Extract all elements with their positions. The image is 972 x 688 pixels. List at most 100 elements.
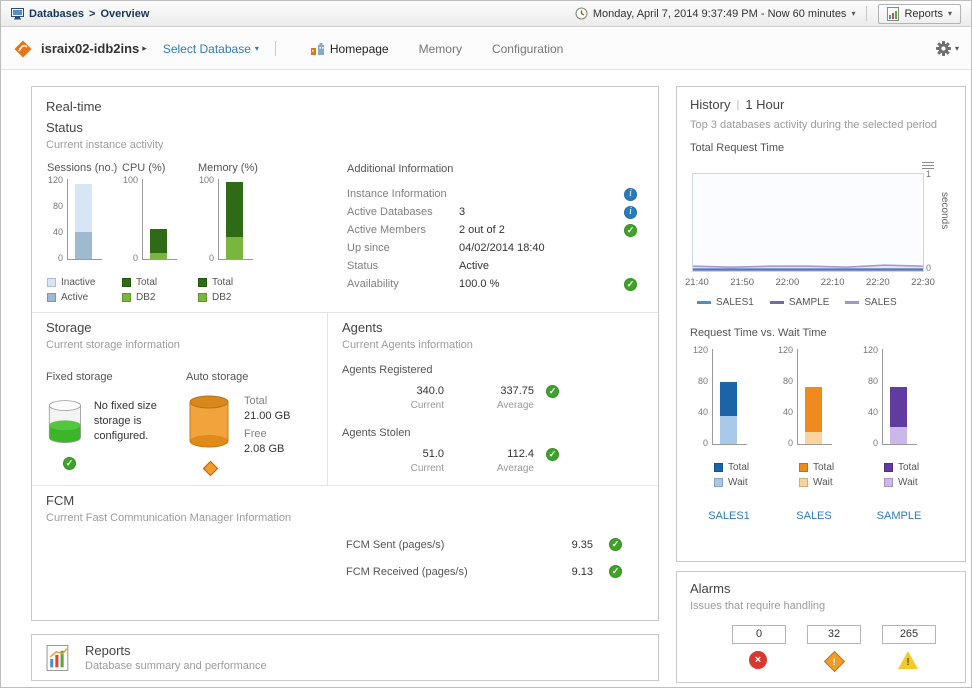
legend-line-swatch [697,301,711,304]
legend-swatch [714,463,723,472]
fcm-row: FCM Received (pages/s) 9.13 ✓ [346,565,622,578]
legend-label: Inactive [61,277,96,288]
stacked-bar [890,349,907,444]
info-icon[interactable]: i [624,187,637,201]
major-alarm-diamond-icon[interactable]: ! [823,650,846,673]
sales-bar-chart: 120 80 40 0 Total Wait [777,345,834,488]
tick-label: 0 [57,253,63,263]
chart-title: Memory (%) [198,162,258,174]
stacked-bar [150,179,167,259]
legend-label: Total [898,462,920,473]
warning-alarm-triangle-icon[interactable]: ! [898,651,918,669]
tick-label: 0 [872,438,878,448]
info-icon[interactable]: i [624,205,637,219]
auto-total-label: Total [244,395,268,407]
report-page-icon [887,6,900,21]
tick-label: 80 [52,201,63,211]
legend-label: DB2 [212,292,232,303]
registered-current-caption: Current [410,400,444,411]
legend-swatch [122,278,131,287]
plot-area [712,349,747,445]
warning-alarm-count[interactable]: 265 [882,625,936,644]
fcm-received-value: 9.13 [571,565,593,578]
bar-segment-db2 [226,236,243,259]
stolen-current-caption: Current [410,463,444,474]
database-link-sales[interactable]: SALES [796,510,832,522]
settings-menu[interactable]: ▾ [935,40,959,57]
tick-label: 120 [47,175,63,185]
alarms-title: Alarms [690,581,731,596]
legend-swatch [198,293,207,302]
legend-swatch [799,463,808,472]
status-subtitle: Current instance activity [46,139,164,151]
exclamation-glyph: ! [833,656,836,667]
top-bar: Databases > Overview Monday, April 7, 20… [1,1,971,27]
auto-storage-block: Auto storage Total 21.00 GB Free 2 [186,371,321,477]
x-tick: 22:00 [775,277,800,288]
database-link-sales1[interactable]: SALES1 [708,510,750,522]
major-alarm-count[interactable]: 32 [807,625,861,644]
legend-swatch [47,293,56,302]
bar-segment-db2 [150,252,167,259]
info-label: Availability [347,278,399,290]
select-database-label: Select Database [162,41,251,56]
title-separator: | [736,98,740,111]
storage-section: Storage Current storage information Fixe… [46,320,321,477]
line-chart-plot [692,173,924,272]
tick-label: 120 [692,345,708,355]
bar-segment-wait [720,416,737,444]
legend-label: Wait [898,477,918,488]
fixed-storage-cylinder-icon [48,400,81,443]
chart-menu-icon[interactable] [922,160,934,171]
agents-registered-values: 340.0 Current 337.75 Average ✓ [342,385,642,411]
history-range[interactable]: 1 Hour [745,97,785,112]
auto-storage-cylinder-icon [189,395,229,448]
tab-memory[interactable]: Memory [419,42,462,56]
agents-stolen-label: Agents Stolen [342,427,411,439]
fcm-subtitle: Current Fast Communication Manager Infor… [46,512,292,524]
section-divider [327,312,328,485]
info-value: 100.0 % [459,278,500,290]
fcm-sent-label: FCM Sent (pages/s) [346,538,445,551]
plot-area [797,349,832,445]
arrow-right-icon: ▸ [142,43,147,53]
info-value: 04/02/2014 18:40 [459,242,545,254]
info-label: Active Databases [347,206,433,218]
instance-name[interactable]: israix02-idb2ins [41,41,140,56]
tick-label: 0 [787,438,793,448]
critical-alarm-icon[interactable]: × [749,651,767,669]
x-axis-labels: 21:40 21:50 22:00 22:10 22:20 22:30 [685,277,935,288]
reports-shortcut-panel[interactable]: Reports Database summary and performance [31,634,659,681]
time-range-selector[interactable]: Monday, April 7, 2014 9:37:49 PM - Now 6… [575,7,855,20]
ok-status-icon: ✓ [624,277,637,291]
reports-button[interactable]: Reports ▾ [878,3,961,24]
gear-icon [936,41,951,56]
agents-subtitle: Current Agents information [342,339,473,351]
tab-configuration-label: Configuration [491,41,564,56]
time-range-label: Monday, April 7, 2014 9:37:49 PM - Now 6… [592,7,847,20]
info-row: Instance Information i [347,185,637,203]
reports-panel-subtitle: Database summary and performance [85,660,267,672]
chart-legend: Total DB2 [122,277,177,303]
x-tick: 21:40 [685,277,709,288]
agents-title: Agents [342,320,383,335]
tab-configuration[interactable]: Configuration [492,42,563,56]
y-axis-label: seconds [939,192,950,230]
ok-status-icon: ✓ [609,565,622,578]
realtime-title: Real-time [46,99,102,114]
chart-title: CPU (%) [122,162,166,174]
database-link-sample[interactable]: SAMPLE [876,510,922,522]
breadcrumb: Databases > Overview [11,7,149,20]
stacked-bar [226,179,243,259]
breadcrumb-section[interactable]: Databases [29,7,85,20]
fcm-title: FCM [46,493,75,508]
tick-label: 80 [697,376,708,386]
select-database-dropdown[interactable]: Select Database ▾ [163,42,259,56]
legend-label: Wait [728,477,748,488]
auto-free-label: Free [244,428,267,440]
plot-area [67,179,102,260]
info-label: Up since [347,242,390,254]
tab-homepage[interactable]: Homepage [310,42,389,56]
critical-alarm-count[interactable]: 0 [732,625,786,644]
y-tick-min: 0 [926,263,932,273]
